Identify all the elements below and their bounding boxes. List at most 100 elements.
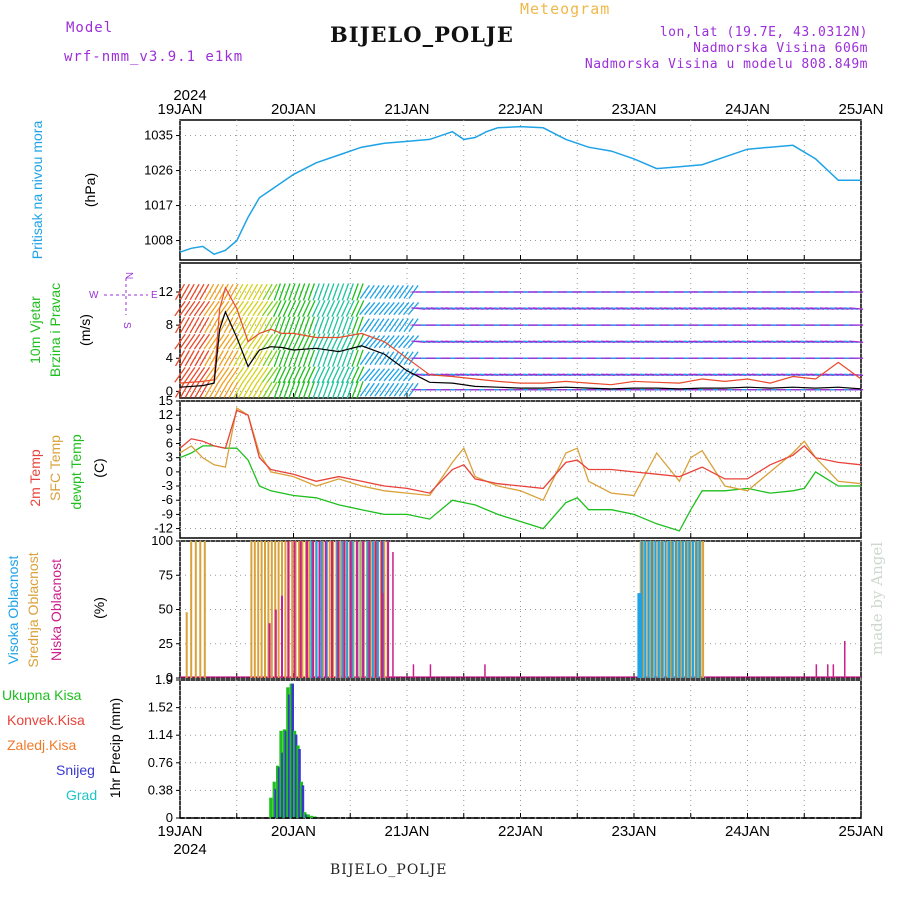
pressure-unit-label: (hPa) (82, 173, 98, 207)
y-tick-label: 0.76 (148, 755, 173, 770)
x-tick-label-top: 22JAN (498, 101, 543, 118)
wind-arrow (398, 301, 410, 316)
wind-arrow (238, 283, 249, 301)
wind-arrow (297, 349, 306, 367)
wind-arrow (336, 381, 345, 399)
wind-arrow (174, 333, 186, 350)
wind-arrow (174, 381, 186, 398)
wind-arrow (194, 381, 205, 398)
wind-arrow (227, 333, 240, 350)
meteogram-label: Meteogram (520, 0, 611, 18)
wind-arrow (393, 368, 405, 382)
wind-arrow (312, 381, 320, 399)
compass-west: W (89, 290, 99, 301)
cloud-bar (270, 541, 273, 678)
cloud-bar (380, 541, 383, 678)
wind-arrow (393, 382, 405, 397)
wind-arrow (311, 366, 321, 384)
wind-arrow (203, 333, 215, 350)
y-tick-label: 0 (166, 464, 173, 479)
wind-arrow (312, 316, 320, 334)
wind-arrow (322, 349, 330, 367)
wind-arrow (364, 351, 375, 366)
wind-arrow (213, 381, 224, 398)
cloud-bar (267, 541, 270, 678)
cloud-bar (678, 541, 681, 678)
wind-arrow (209, 316, 220, 334)
cloud-bar (671, 541, 674, 678)
snow-bar (301, 785, 305, 818)
wind-arrow (403, 285, 414, 299)
wind-arrow (218, 333, 230, 350)
wind-arrow (364, 368, 376, 382)
wind-arrow (203, 300, 215, 317)
wind-arrow (345, 366, 355, 384)
cloud-bar (320, 541, 323, 678)
wind-arrow (247, 381, 259, 398)
cloud-bar (250, 541, 253, 678)
cloud-bar (337, 541, 340, 678)
cloud-bar (702, 541, 705, 678)
temp-2m-ylabel: 2m Temp (27, 449, 43, 507)
wind-arrow (393, 285, 405, 299)
cloud-bar (257, 541, 260, 678)
wind-arrow (179, 381, 190, 398)
y-tick-label: 12 (159, 284, 173, 299)
y-tick-label: 0.38 (148, 782, 173, 797)
cloud-bar (185, 612, 188, 678)
cloud-bar (268, 623, 271, 678)
wind-arrow (317, 283, 325, 301)
compass-north: N (123, 272, 134, 279)
wind-arrow (218, 381, 229, 398)
snow-bar (281, 752, 284, 818)
wind-arrow (256, 300, 269, 317)
footer-station: BIJELO_POLJE (330, 862, 448, 878)
precip-bar (293, 730, 297, 818)
wind-arrow (199, 316, 210, 334)
wind-arrow (336, 283, 345, 301)
wind-arrow (243, 283, 254, 301)
cloud-bar (688, 541, 691, 678)
wind-arrow (373, 335, 386, 349)
wind-arrow (331, 333, 341, 351)
wind-arrow (336, 349, 345, 367)
cloud-bar (844, 641, 846, 678)
y-tick-label: -12 (154, 521, 173, 536)
wind-arrow (252, 333, 264, 350)
wind-arrow (247, 333, 259, 350)
wind-arrow (242, 367, 254, 383)
y-tick-label: 8 (166, 317, 173, 332)
wind-arrow (356, 316, 364, 334)
cloud-bar (644, 541, 647, 678)
cloud-unit-label: (%) (91, 597, 107, 619)
wind-arrow (189, 316, 200, 334)
cloud-bar (698, 541, 701, 678)
temp-unit-label: (C) (91, 458, 107, 477)
cloud-bar (651, 541, 653, 678)
y-tick-label: 1.52 (148, 700, 173, 715)
wind-arrow (204, 381, 215, 398)
wind-arrow (243, 350, 254, 367)
y-tick-label: 75 (159, 567, 173, 582)
wind-arrow (184, 381, 195, 398)
y-tick-label: -3 (161, 478, 173, 493)
cloud-bar (687, 541, 690, 678)
wind-arrow (346, 283, 354, 301)
wind-speed-line (179, 310, 862, 390)
wind-arrow (204, 283, 215, 301)
wind-arrow (398, 382, 409, 397)
wind-arrow (288, 283, 296, 301)
wind-arrow (336, 366, 345, 384)
wind-arrow (331, 366, 341, 384)
cloud-bar (190, 541, 193, 678)
wind-arrow (223, 316, 234, 334)
wind-arrow (316, 333, 326, 351)
wind-arrow (184, 367, 196, 383)
wind-arrow (302, 300, 311, 317)
wind-arrow (341, 349, 350, 367)
precip-legend-item: Ukupna Kisa (2, 687, 82, 703)
wind-arrow (204, 350, 215, 367)
cloud-bar (253, 541, 256, 678)
model-name: wrf-nmm_v3.9.1 e1km (64, 49, 244, 65)
wind-arrow (306, 333, 316, 351)
